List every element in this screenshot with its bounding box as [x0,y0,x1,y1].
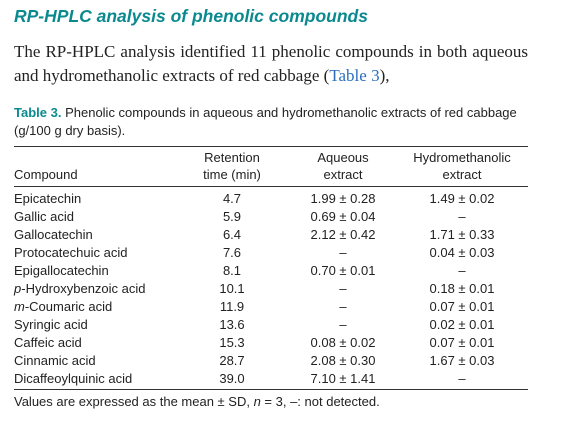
table-row: Syringic acid 13.6 – 0.02 ± 0.01 [14,316,528,334]
text-run: Epigallocatechin [14,263,109,278]
value-cell: 0.04 ± 0.03 [429,245,495,260]
column-header: Aqueous extract [290,147,396,187]
text-run: ), [379,66,390,85]
value-cell: 0.18 ± 0.01 [429,281,495,296]
table-row: m-Coumaric acid 11.9 – 0.07 ± 0.01 [14,298,528,316]
table-link[interactable]: Table 3 [329,66,380,85]
text-run: Dicaffeoylquinic acid [14,371,133,386]
value-cell: – [458,371,466,386]
header-line: extract [442,167,482,182]
value-cell: 4.7 [222,191,242,206]
footnote: Values are expressed as the mean ± SD, n… [14,394,380,409]
value-cell: 1.99 ± 0.28 [310,191,376,206]
header-line: extract [323,167,363,182]
value-cell: 0.07 ± 0.01 [429,335,495,350]
value-cell: – [339,299,347,314]
column-header: Compound [14,147,174,187]
value-cell: 2.08 ± 0.30 [310,353,376,368]
value-cell: 13.6 [219,317,245,332]
text-run: Cinnamic acid [14,353,96,368]
value-cell: 8.1 [222,263,242,278]
text-run: = 3, –: not detected. [260,394,380,409]
header-row: Compound Retention time (min) Aqueous extrac… [14,147,528,187]
value-cell: 0.69 ± 0.04 [310,209,376,224]
table-row: p-Hydroxybenzoic acid 10.1 – 0.18 ± 0.01 [14,280,528,298]
header-line: Aqueous [317,150,369,165]
text-run: Syringic acid [14,317,88,332]
value-cell: 6.4 [222,227,242,242]
value-cell: 39.0 [219,371,245,386]
table-row: Caffeic acid 15.3 0.08 ± 0.02 0.07 ± 0.01 [14,334,528,352]
text-run: Values are expressed as the mean ± SD, [14,394,254,409]
value-cell: 0.02 ± 0.01 [429,317,495,332]
value-cell: 0.08 ± 0.02 [310,335,376,350]
compound-cell: Caffeic acid [14,334,174,352]
table-row: Epigallocatechin 8.1 0.70 ± 0.01 – [14,262,528,280]
compound-cell: Gallic acid [14,208,174,226]
text-run: -Coumaric acid [24,299,113,314]
compound-cell: Cinnamic acid [14,352,174,370]
compound-cell: Epigallocatechin [14,262,174,280]
section-title: RP-HPLC analysis of phenolic compounds [14,6,368,26]
italic-text: p [14,281,22,296]
compound-cell: Gallocatechin [14,226,174,244]
header-line: Retention [204,150,260,165]
value-cell: 11.9 [219,299,245,314]
text-run: Gallocatechin [14,227,93,242]
value-cell: 28.7 [219,353,245,368]
caption-text: Phenolic compounds in aqueous and hydrom… [14,105,517,138]
column-header: Hydromethanolic extract [396,147,528,187]
text-run: Gallic acid [14,209,74,224]
table-label: Table 3. [14,105,62,120]
value-cell: 7.10 ± 1.41 [310,371,376,386]
table-row: Cinnamic acid 28.7 2.08 ± 0.30 1.67 ± 0.03 [14,352,528,370]
compound-cell: Epicatechin [14,187,174,209]
value-cell: – [458,209,466,224]
table-row: Protocatechuic acid 7.6 – 0.04 ± 0.03 [14,244,528,262]
value-cell: 7.6 [222,245,242,260]
compound-cell: Protocatechuic acid [14,244,174,262]
value-cell: 1.67 ± 0.03 [429,353,495,368]
header-line: Hydromethanolic [413,150,511,165]
value-cell: – [339,317,347,332]
text-run: -Hydroxybenzoic acid [21,281,146,296]
value-cell: – [339,245,347,260]
compound-cell: p-Hydroxybenzoic acid [14,280,174,298]
paragraph: The RP-HPLC analysis identified 11 pheno… [14,40,528,88]
italic-text: n [253,394,261,409]
value-cell: 15.3 [219,335,245,350]
value-cell: – [339,281,347,296]
compound-cell: Syringic acid [14,316,174,334]
table-row: Gallic acid 5.9 0.69 ± 0.04 – [14,208,528,226]
value-cell: 1.49 ± 0.02 [429,191,495,206]
table: Compound Retention time (min) Aqueous extrac… [14,146,528,390]
value-cell: 2.12 ± 0.42 [310,227,376,242]
table-head: Compound Retention time (min) Aqueous extrac… [14,146,528,187]
compound-cell: Dicaffeoylquinic acid [14,370,174,390]
table-body: Epicatechin 4.7 1.99 ± 0.28 1.49 ± 0.02 Gall… [14,187,528,390]
compound-cell: m-Coumaric acid [14,298,174,316]
text-run: Epicatechin [14,191,82,206]
value-cell: 5.9 [222,209,242,224]
header-line: Compound [14,167,78,182]
value-cell: 0.07 ± 0.01 [429,299,495,314]
italic-text: m [14,299,25,314]
table-row: Gallocatechin 6.4 2.12 ± 0.42 1.71 ± 0.33 [14,226,528,244]
table-caption: Table 3. Phenolic compounds in aqueous a… [14,104,528,140]
table-row: Dicaffeoylquinic acid 39.0 7.10 ± 1.41 – [14,370,528,390]
text-run: Caffeic acid [14,335,82,350]
value-cell: 0.70 ± 0.01 [310,263,376,278]
header-line: time (min) [203,167,261,182]
column-header: Retention time (min) [174,147,290,187]
value-cell: 10.1 [219,281,245,296]
value-cell: – [458,263,466,278]
text-run: Protocatechuic acid [14,245,128,260]
text-run: The RP-HPLC analysis identified 11 pheno… [14,42,528,85]
value-cell: 1.71 ± 0.33 [429,227,495,242]
table-row: Epicatechin 4.7 1.99 ± 0.28 1.49 ± 0.02 [14,187,528,209]
